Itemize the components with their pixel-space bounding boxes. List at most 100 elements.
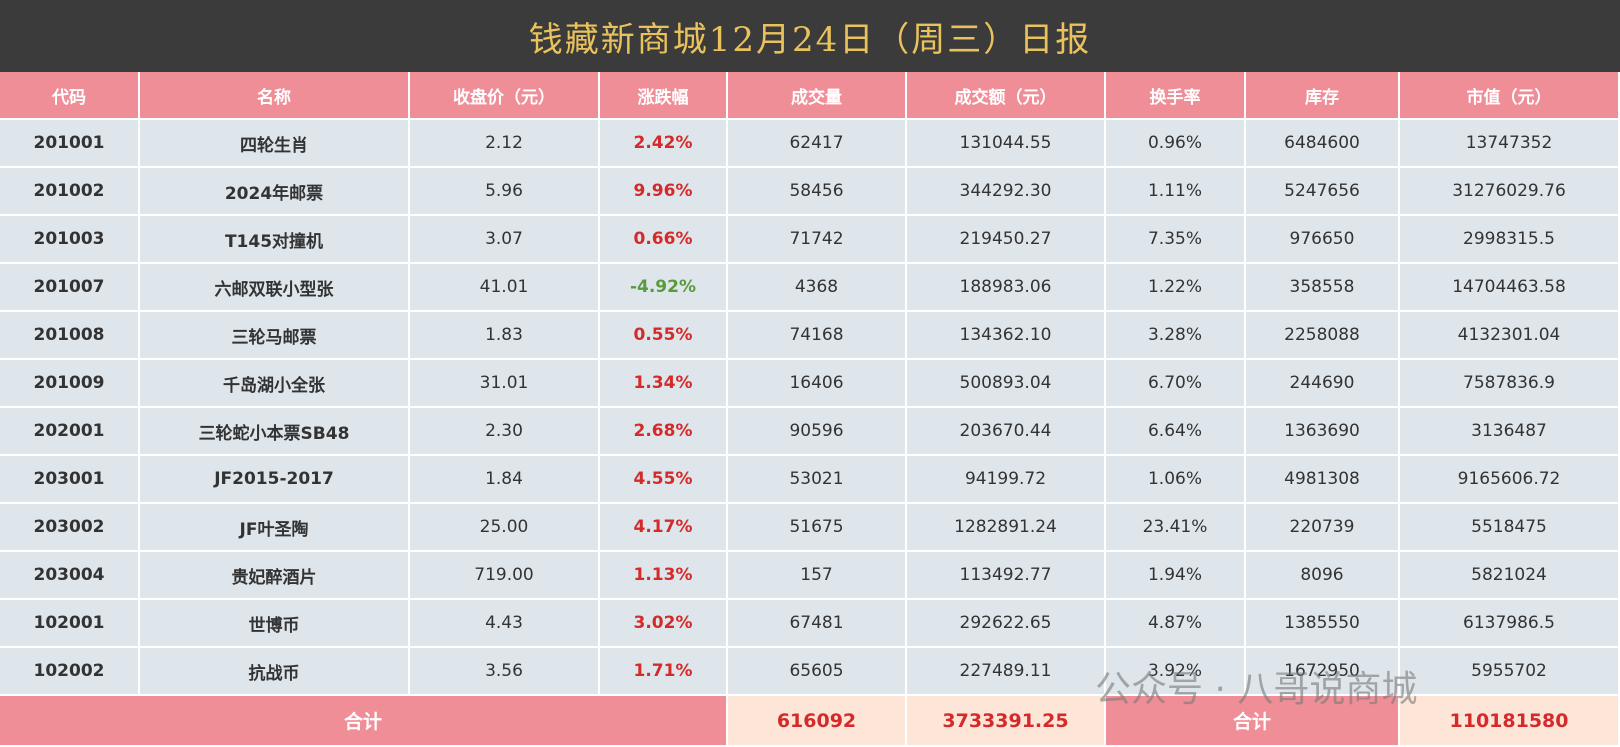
table-cell: 1.11% <box>1106 168 1246 216</box>
table-cell: 1672950 <box>1246 648 1400 696</box>
table-cell: 6.64% <box>1106 408 1246 456</box>
table-cell: 65605 <box>728 648 907 696</box>
header-cell: 成交额（元） <box>907 72 1106 120</box>
table-cell: T145对撞机 <box>140 216 410 264</box>
table-cell: 六邮双联小型张 <box>140 264 410 312</box>
table-cell: 三轮马邮票 <box>140 312 410 360</box>
table-cell: 31276029.76 <box>1400 168 1620 216</box>
table-cell: 219450.27 <box>907 216 1106 264</box>
table-cell: 2258088 <box>1246 312 1400 360</box>
table-cell: 188983.06 <box>907 264 1106 312</box>
table-cell: 世博币 <box>140 600 410 648</box>
table-cell: 4.43 <box>410 600 600 648</box>
table-cell: 4368 <box>728 264 907 312</box>
table-cell: 3.28% <box>1106 312 1246 360</box>
table-cell: 244690 <box>1246 360 1400 408</box>
table-cell: 7.35% <box>1106 216 1246 264</box>
table-cell: 5.96 <box>410 168 600 216</box>
table-cell: 134362.10 <box>907 312 1106 360</box>
table-cell: 2.12 <box>410 120 600 168</box>
table-cell: 0.55% <box>600 312 728 360</box>
table-cell: 4.55% <box>600 456 728 504</box>
table-cell: 500893.04 <box>907 360 1106 408</box>
table-cell: 1.34% <box>600 360 728 408</box>
table-cell: 3.07 <box>410 216 600 264</box>
table-cell: 203001 <box>0 456 140 504</box>
table-cell: 3.02% <box>600 600 728 648</box>
table-cell: 1.13% <box>600 552 728 600</box>
table-cell: 23.41% <box>1106 504 1246 552</box>
table-cell: 抗战币 <box>140 648 410 696</box>
table-cell: 203002 <box>0 504 140 552</box>
table-cell: 2998315.5 <box>1400 216 1620 264</box>
table-cell: 157 <box>728 552 907 600</box>
table-cell: 1.94% <box>1106 552 1246 600</box>
table-cell: 4.87% <box>1106 600 1246 648</box>
header-cell: 成交量 <box>728 72 907 120</box>
table-cell: 4132301.04 <box>1400 312 1620 360</box>
table-cell: 71742 <box>728 216 907 264</box>
table-cell: 62417 <box>728 120 907 168</box>
table-cell: 8096 <box>1246 552 1400 600</box>
table-cell: 202001 <box>0 408 140 456</box>
table-cell: 94199.72 <box>907 456 1106 504</box>
table-cell: 0.66% <box>600 216 728 264</box>
footer-cell: 合计 <box>0 696 728 747</box>
table-cell: 201008 <box>0 312 140 360</box>
table-cell: 三轮蛇小本票SB48 <box>140 408 410 456</box>
table-cell: 9165606.72 <box>1400 456 1620 504</box>
report-title: 钱藏新商城12月24日（周三）日报 <box>0 0 1620 72</box>
table-cell: 5247656 <box>1246 168 1400 216</box>
table-cell: 3136487 <box>1400 408 1620 456</box>
table-cell: 131044.55 <box>907 120 1106 168</box>
table-cell: 31.01 <box>410 360 600 408</box>
table-cell: 1.83 <box>410 312 600 360</box>
table-cell: 220739 <box>1246 504 1400 552</box>
table-cell: 201003 <box>0 216 140 264</box>
table-cell: 1282891.24 <box>907 504 1106 552</box>
table-cell: 13747352 <box>1400 120 1620 168</box>
table-cell: 201001 <box>0 120 140 168</box>
header-cell: 名称 <box>140 72 410 120</box>
table-cell: 976650 <box>1246 216 1400 264</box>
table-cell: 9.96% <box>600 168 728 216</box>
table-cell: 201002 <box>0 168 140 216</box>
table-cell: 1363690 <box>1246 408 1400 456</box>
header-cell: 库存 <box>1246 72 1400 120</box>
table-cell: 113492.77 <box>907 552 1106 600</box>
footer-cell: 110181580 <box>1400 696 1620 747</box>
table-cell: 14704463.58 <box>1400 264 1620 312</box>
table-cell: 2024年邮票 <box>140 168 410 216</box>
watermark: 公众号 · 八哥说商城 <box>1095 669 1418 710</box>
header-cell: 市值（元） <box>1400 72 1620 120</box>
header-cell: 代码 <box>0 72 140 120</box>
table-cell: 344292.30 <box>907 168 1106 216</box>
table-cell: 4.17% <box>600 504 728 552</box>
table-cell: 227489.11 <box>907 648 1106 696</box>
table-cell: 2.42% <box>600 120 728 168</box>
footer-cell: 3733391.25 <box>907 696 1106 747</box>
table-cell: 201007 <box>0 264 140 312</box>
table-cell: 203004 <box>0 552 140 600</box>
table-cell: 5518475 <box>1400 504 1620 552</box>
table-cell: 292622.65 <box>907 600 1106 648</box>
table-cell: 203670.44 <box>907 408 1106 456</box>
table-cell: -4.92% <box>600 264 728 312</box>
header-cell: 换手率 <box>1106 72 1246 120</box>
table-cell: 16406 <box>728 360 907 408</box>
table-cell: 358558 <box>1246 264 1400 312</box>
table-cell: 4981308 <box>1246 456 1400 504</box>
table-cell: 3.92% <box>1106 648 1246 696</box>
table-cell: 1.84 <box>410 456 600 504</box>
footer-cell: 616092 <box>728 696 907 747</box>
table-cell: 67481 <box>728 600 907 648</box>
table-cell: 千岛湖小全张 <box>140 360 410 408</box>
table-cell: 201009 <box>0 360 140 408</box>
table-cell: 5955702 <box>1400 648 1620 696</box>
table-cell: 3.56 <box>410 648 600 696</box>
table-cell: 58456 <box>728 168 907 216</box>
table-cell: 102002 <box>0 648 140 696</box>
table-cell: 51675 <box>728 504 907 552</box>
table-cell: 41.01 <box>410 264 600 312</box>
table-cell: 90596 <box>728 408 907 456</box>
